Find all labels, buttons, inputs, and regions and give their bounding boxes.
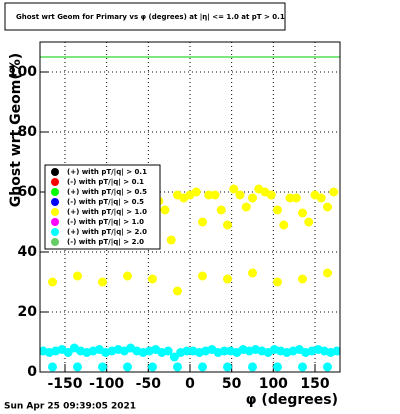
data-point [323, 362, 332, 372]
data-point [298, 208, 307, 218]
data-point [291, 193, 301, 203]
data-point [198, 271, 207, 281]
legend-label: (-) with pT/|q| > 1.0 [67, 218, 144, 227]
y-tick-label: 0 [27, 364, 37, 380]
data-point [204, 190, 214, 200]
data-point [210, 190, 220, 200]
timestamp: Sun Apr 25 09:39:05 2021 [4, 402, 136, 412]
x-tick-label: 50 [222, 376, 242, 392]
x-axis-label: φ (degrees) [246, 392, 338, 408]
data-point [304, 217, 314, 227]
legend-label: (-) with pT/|q| > 2.0 [67, 238, 144, 247]
legend-label: (+) with pT/|q| > 2.0 [67, 228, 147, 237]
legend-box [44, 164, 161, 250]
data-point [123, 362, 132, 372]
data-point [73, 271, 82, 281]
legend-label: (-) with pT/|q| > 0.5 [67, 198, 144, 207]
legend-label: (-) with pT/|q| > 0.1 [67, 178, 144, 187]
data-point [273, 277, 282, 287]
data-point [191, 187, 201, 197]
data-point [285, 193, 295, 203]
legend-marker [51, 208, 59, 216]
data-point [169, 352, 179, 362]
data-point [48, 277, 57, 287]
data-point [223, 220, 232, 230]
x-tick-label: -150 [47, 376, 82, 392]
data-point [323, 202, 332, 212]
data-point [229, 184, 239, 194]
data-point [248, 362, 257, 372]
x-tick-label: -100 [89, 376, 124, 392]
x-tick-label: 0 [185, 376, 195, 392]
y-tick-label: 60 [18, 184, 38, 200]
data-point [223, 362, 232, 372]
data-point [279, 220, 289, 230]
data-point [273, 362, 282, 372]
plot-border [39, 41, 341, 373]
plot-area [40, 56, 340, 372]
data-point [148, 274, 157, 284]
chart-title: Ghost wrt Geom for Primary vs φ (degrees… [16, 13, 285, 22]
legend-marker [51, 218, 59, 226]
data-point [63, 348, 73, 357]
title-box [4, 2, 286, 31]
y-tick-label: 40 [18, 244, 38, 260]
data-point [166, 235, 176, 245]
data-point [235, 190, 245, 200]
data-point [123, 271, 132, 281]
data-point [332, 346, 340, 356]
data-point [316, 193, 326, 203]
data-point [248, 193, 257, 203]
data-point [148, 362, 157, 372]
x-tick-label: 100 [259, 376, 288, 392]
data-point [329, 187, 339, 197]
data-point [266, 190, 276, 200]
data-point [198, 362, 207, 372]
y-tick-label: 80 [18, 124, 38, 140]
data-point [182, 346, 192, 356]
data-point [298, 362, 307, 372]
data-point [73, 362, 82, 372]
x-tick-label: 150 [300, 376, 329, 392]
data-point [98, 277, 107, 287]
data-point [160, 205, 170, 215]
data-point [219, 346, 229, 356]
legend-marker [51, 178, 59, 186]
data-point [248, 268, 257, 278]
data-point [98, 362, 107, 372]
data-point [173, 286, 182, 296]
y-tick-label: 100 [8, 64, 37, 80]
x-tick-label: -50 [136, 376, 162, 392]
legend-marker [51, 198, 59, 206]
data-point [241, 202, 251, 212]
legend-label: (+) with pT/|q| > 1.0 [67, 208, 147, 217]
y-axis-label: Ghost wrt Geom(%) [8, 53, 24, 207]
legend-marker [51, 238, 59, 246]
data-point [223, 274, 232, 284]
legend-label: (+) with pT/|q| > 0.1 [67, 168, 147, 177]
data-point [48, 362, 57, 372]
data-point [323, 268, 332, 278]
data-point [298, 274, 307, 284]
legend-label: (+) with pT/|q| > 0.5 [67, 188, 147, 197]
y-tick-label: 20 [18, 304, 38, 320]
data-point [173, 362, 182, 372]
data-point [273, 205, 282, 215]
legend-marker [51, 228, 59, 236]
data-point [198, 217, 207, 227]
legend-marker [51, 168, 59, 176]
data-point [163, 346, 173, 356]
data-point [216, 205, 226, 215]
legend-marker [51, 188, 59, 196]
